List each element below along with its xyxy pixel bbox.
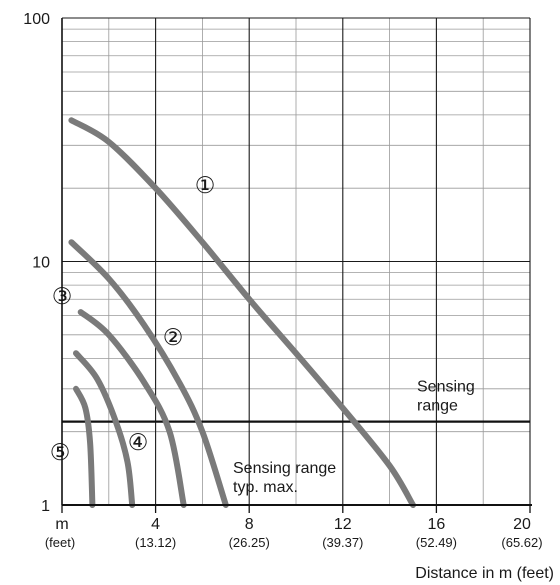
curve-marker-5: ⑤ (50, 439, 71, 465)
y-tick-label: 1 (41, 498, 50, 515)
curve-4 (73, 350, 136, 508)
x-tick-sublabel: (65.62) (501, 535, 542, 550)
curve-marker-1: ① (195, 172, 216, 198)
curve-2 (68, 239, 229, 508)
y-tick-label: 10 (32, 255, 50, 272)
y-tick-label: 100 (23, 11, 50, 28)
x-tick-label: 4 (151, 516, 160, 533)
x-tick-label: m (55, 516, 68, 533)
curve-1 (68, 117, 416, 508)
x-tick-label: 20 (513, 516, 531, 533)
sensing-range-label: Sensing (417, 379, 475, 396)
curve-5 (73, 385, 96, 508)
sensing-range-label: range (417, 398, 458, 415)
curve-marker-4: ④ (128, 429, 149, 455)
chart-axes (61, 18, 532, 513)
x-tick-sublabel: (feet) (45, 535, 75, 550)
chart-labels: 1 10 100 m (feet) 4 (13.12) 8 (26.25) 12 (39.37) 16… (23, 11, 554, 582)
x-tick-sublabel: (26.25) (229, 535, 270, 550)
x-tick-sublabel: (39.37) (322, 535, 363, 550)
curve-3 (77, 309, 187, 508)
curve-marker-2: ② (163, 324, 184, 350)
chart-grid (62, 17, 531, 505)
typ-max-annotation: typ. max. (233, 479, 298, 496)
x-tick-label: 12 (334, 516, 352, 533)
x-tick-label: 8 (245, 516, 254, 533)
typ-max-annotation: Sensing range (233, 460, 336, 477)
x-axis-title: Distance in m (feet) (415, 565, 554, 582)
x-tick-label: 16 (428, 516, 446, 533)
x-tick-sublabel: (52.49) (416, 535, 457, 550)
x-tick-sublabel: (13.12) (135, 535, 176, 550)
